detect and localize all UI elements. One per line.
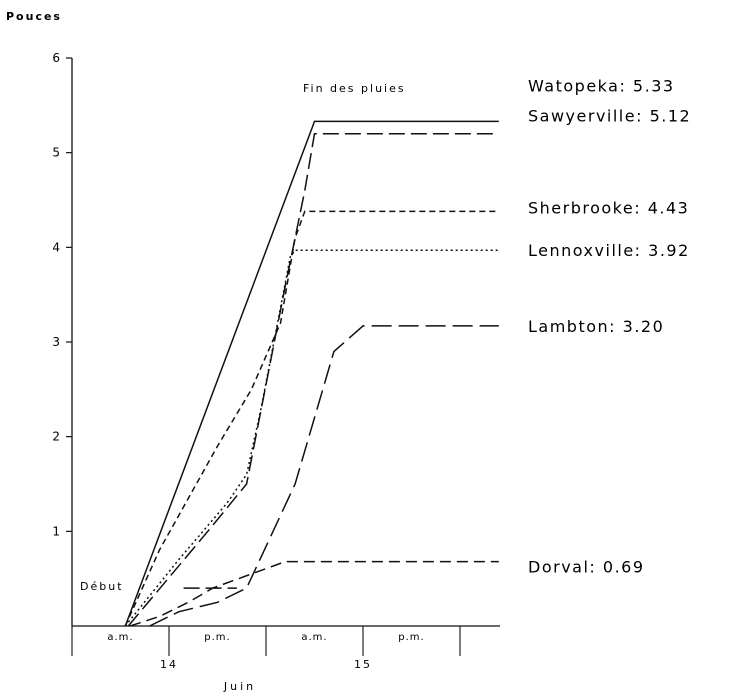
series-line-dorval [129, 560, 499, 627]
series-line-sawyerville [127, 132, 499, 627]
y-tick-label: 3 [52, 335, 60, 349]
axes: 1 2 3 4 5 6 a.m. p.m. a.m. p.m. 14 15 [52, 51, 500, 671]
period-label: a.m. [107, 632, 133, 643]
y-tick-label: 6 [52, 51, 60, 65]
series-label-lambton: Lambton: 3.20 [528, 317, 664, 336]
y-tick-label: 2 [52, 430, 60, 444]
period-label: p.m. [204, 632, 230, 643]
day-label: 15 [354, 658, 372, 671]
series-label-sherbrooke: Sherbrooke: 4.43 [528, 198, 689, 217]
series-layer: Watopeka: 5.33 Sawyerville: 5.12 Sherbrook… [124, 76, 691, 627]
period-label: a.m. [301, 632, 327, 643]
period-label: p.m. [398, 632, 424, 643]
series-line-sherbrooke [124, 210, 499, 627]
day-label: 14 [160, 658, 178, 671]
series-line-lennoxville [124, 249, 499, 627]
x-axis-title: Juin [223, 680, 256, 693]
series-label-watopeka: Watopeka: 5.33 [528, 76, 675, 95]
series-label-sawyerville: Sawyerville: 5.12 [528, 107, 691, 126]
y-axis-title: Pouces [6, 10, 62, 23]
series-line-lambton [149, 325, 499, 627]
y-tick-label: 4 [52, 240, 60, 254]
series-label-dorval: Dorval: 0.69 [528, 558, 645, 577]
y-tick-label: 5 [52, 146, 60, 160]
y-tick-label: 1 [52, 524, 60, 538]
series-line-watopeka [124, 120, 499, 627]
series-label-lennoxville: Lennoxville: 3.92 [528, 241, 690, 260]
end-annotation: Fin des pluies [303, 82, 406, 95]
start-annotation: Début [80, 580, 124, 593]
